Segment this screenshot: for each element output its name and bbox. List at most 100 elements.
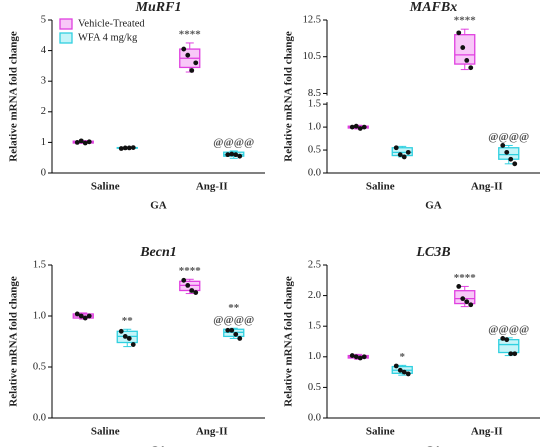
data-point [456,30,462,36]
data-point [193,60,199,66]
y-axis-label: Relative mRNA fold change [8,276,20,407]
data-point [405,149,411,155]
data-point [464,299,470,305]
x-axis-label: GA [425,200,442,212]
data-point [353,123,359,129]
significance-label: @@@@ [488,323,529,335]
y-tick-label: 1.5 [308,99,321,110]
significance-label: ** [228,302,240,314]
x-axis-label: GA [150,200,167,212]
data-point [86,313,92,319]
panel: LC3B Relative mRNA fold change GA 0.0 0.5 1.0… [283,245,540,447]
x-tick-label: Ang-II [196,181,228,193]
panel: MAFBx Relative mRNA fold change GA 0.0 0.5 1.… [283,0,540,212]
data-point [78,313,84,319]
data-point [405,371,411,377]
data-point [118,328,124,334]
y-tick-label: 2.5 [308,259,321,270]
legend-label: WFA 4 mg/kg [78,32,138,43]
data-point [130,342,136,347]
data-point [233,152,239,158]
data-point [353,354,359,360]
panel: Becn1 Relative mRNA fold change GA 0.0 0.5 1.… [8,245,265,447]
box [454,290,476,305]
data-point [397,367,403,373]
data-point [74,311,80,317]
x-axis-label: GA [425,445,442,447]
data-point [468,65,474,71]
y-axis-label: Relative mRNA fold change [283,31,295,162]
data-point [361,124,367,130]
data-point [464,57,470,63]
data-point [118,146,124,151]
data-point [229,327,235,333]
y-tick-label: 1.5 [33,259,46,270]
data-point [460,45,466,50]
data-point [122,145,128,151]
data-point [468,302,474,308]
data-point [357,355,363,361]
data-point [500,336,506,341]
chart-title: MAFBx [409,0,457,15]
significance-label: * [400,351,406,363]
significance-label: @@@@ [213,136,254,148]
data-point [401,369,407,375]
significance-label: **** [454,272,477,284]
y-tick-label: 5 [41,14,46,25]
data-point [78,138,84,144]
significance-label: **** [454,15,477,27]
data-point [357,126,363,131]
significance-label: **** [179,28,202,40]
y-tick-label: 8.5 [308,88,321,99]
y-tick-label: 0.0 [308,167,321,178]
x-tick-label: Saline [366,426,395,438]
box [454,34,476,65]
chart-title: LC3B [415,245,450,260]
legend-label: Vehicle-Treated [78,18,145,29]
y-tick-label: 1.0 [33,310,46,321]
legend-swatch [59,32,73,44]
data-point [393,145,399,151]
data-point [397,152,403,158]
y-tick-label: 1.5 [308,321,321,332]
data-point [225,327,231,333]
x-tick-label: Ang-II [471,181,503,193]
y-tick-label: 12.5 [303,14,321,25]
y-axis-label: Relative mRNA fold change [283,276,295,407]
data-point [504,337,510,343]
chart-title: MuRF1 [135,0,182,15]
data-point [181,46,187,52]
legend-swatch [59,18,73,30]
y-tick-label: 0 [41,167,46,178]
data-point [508,351,514,357]
data-point [86,139,92,145]
data-point [130,145,136,151]
data-point [233,331,239,337]
data-point [185,283,191,288]
y-tick-label: 1.0 [308,351,321,362]
box [498,339,520,354]
data-point [122,334,128,339]
y-axis-label: Relative mRNA fold change [8,31,20,162]
data-point [504,149,510,155]
data-point [237,336,243,341]
data-point [456,284,462,289]
data-point [229,151,235,157]
y-tick-label: 4 [41,45,47,56]
data-point [193,290,199,295]
data-point [82,140,88,146]
y-tick-label: 0.5 [33,361,46,372]
y-tick-label: 3 [41,76,46,87]
data-point [189,288,195,293]
data-point [126,145,132,151]
data-point [460,296,466,302]
y-tick-label: 1 [41,137,46,148]
data-point [349,353,355,358]
data-point [181,277,187,283]
data-point [393,363,399,369]
data-point [189,68,195,73]
data-point [512,161,518,167]
significance-label: @@@@ [213,314,254,326]
data-point [82,315,88,321]
